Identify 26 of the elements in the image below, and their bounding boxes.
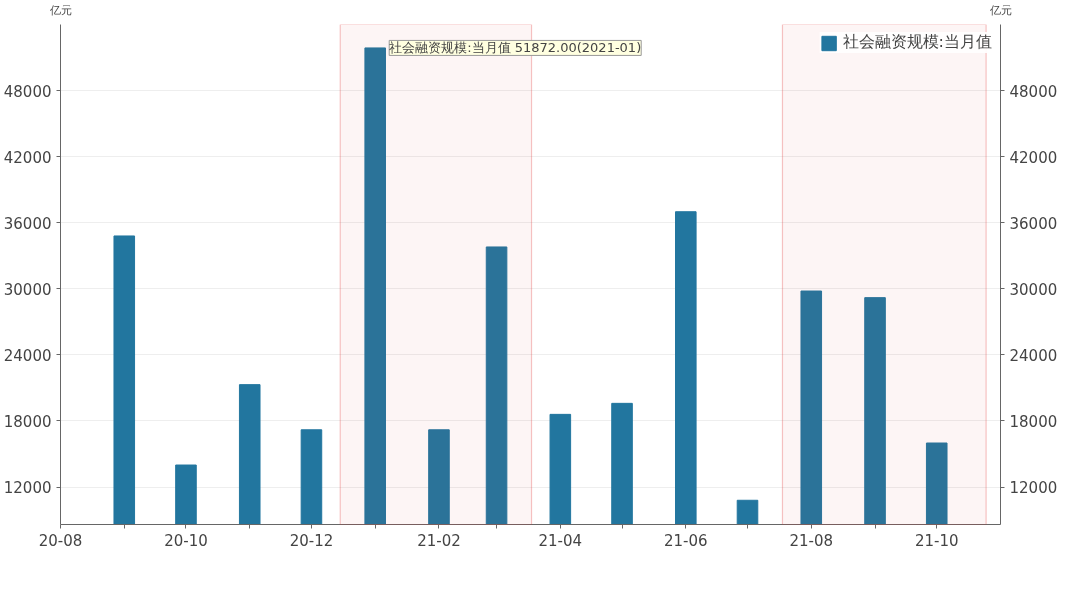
y-tick-label: 12000	[3, 479, 52, 498]
x-tick-label: 21-10	[914, 531, 959, 550]
y-tick-label: 18000	[3, 412, 52, 431]
y-tick-label: 36000	[3, 214, 52, 233]
x-tick-label: 20-12	[289, 531, 334, 550]
y2-tick-label: 36000	[1009, 214, 1058, 233]
y2-tick-label: 48000	[1009, 82, 1058, 101]
y2-tick-label: 12000	[1009, 479, 1058, 498]
y-tick-label: 30000	[3, 280, 52, 299]
annotation: 社会融资规模:当月值 51872.00(2021-01)	[389, 40, 642, 56]
y-tick-label: 42000	[3, 148, 52, 167]
x-tick-label: 21-02	[417, 531, 461, 550]
x-tick-label: 21-08	[789, 531, 834, 550]
y2-tick-label: 24000	[1009, 346, 1058, 365]
y2-axis-title: 亿元	[988, 3, 1012, 17]
x-tick-label: 20-08	[38, 531, 83, 550]
x-tick-label: 21-04	[538, 531, 583, 550]
x-tick-label: 20-10	[164, 531, 208, 550]
y2-tick-label: 42000	[1009, 148, 1058, 167]
x-tick-label: 21-06	[664, 531, 708, 550]
legend-label: 社会融资规模:当月值	[842, 32, 992, 53]
y2-tick-label: 18000	[1009, 412, 1058, 431]
y-tick-label: 48000	[3, 82, 52, 101]
y2-tick-label: 30000	[1009, 280, 1058, 299]
y-tick-label: 24000	[3, 346, 52, 365]
y-axis-title: 亿元	[48, 3, 72, 17]
